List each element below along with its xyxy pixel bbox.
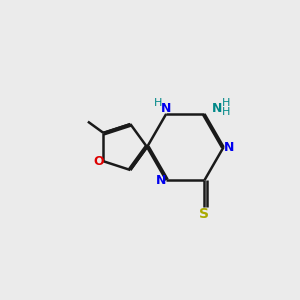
Text: O: O <box>94 155 104 168</box>
Text: N: N <box>212 101 222 115</box>
Text: S: S <box>200 207 209 221</box>
Text: N: N <box>161 102 171 115</box>
Text: H: H <box>221 106 230 117</box>
Text: N: N <box>224 141 234 154</box>
Text: H: H <box>154 98 162 108</box>
Text: N: N <box>156 174 166 187</box>
Text: H: H <box>221 98 230 108</box>
